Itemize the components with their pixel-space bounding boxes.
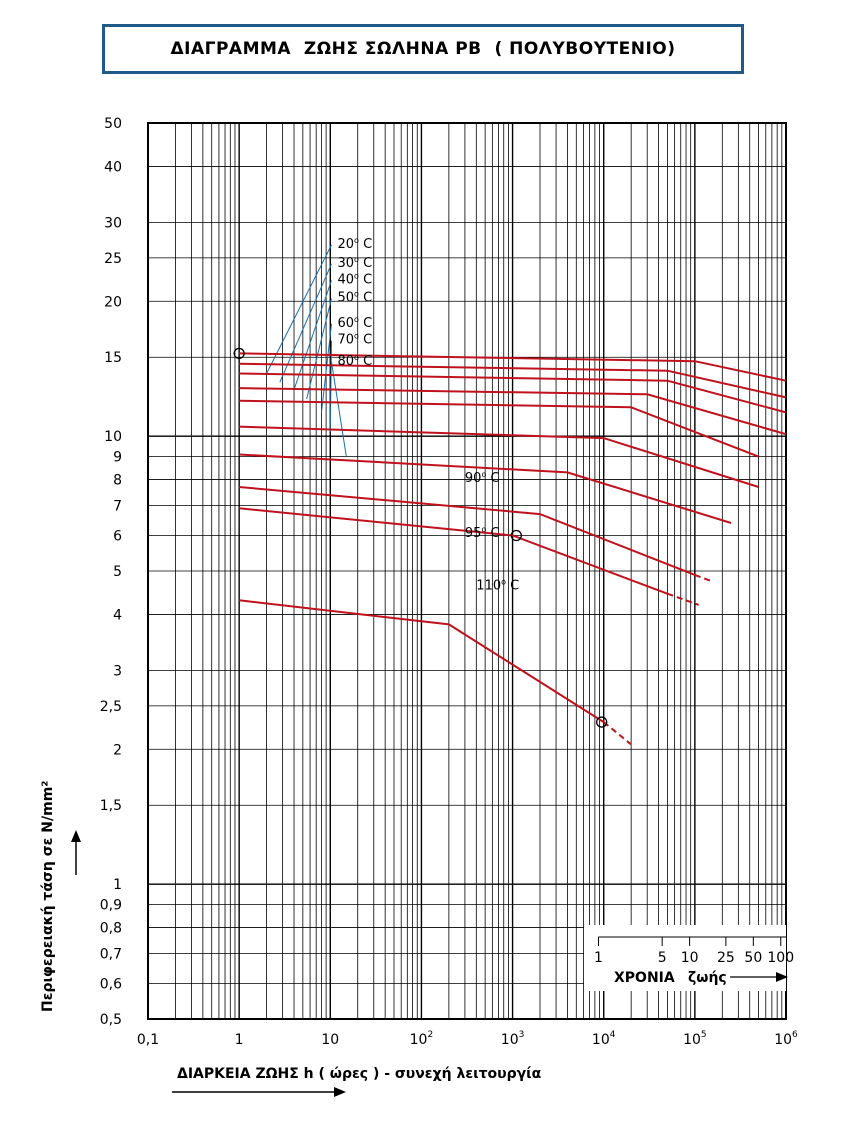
label-leader-lines [266,244,347,457]
x-tick-label: 0,1 [137,1032,159,1048]
y-tick-label: 0,7 [100,947,122,963]
y-axis-arrow [71,830,81,875]
series-label: 90o C [465,470,500,486]
years-tick-label: 10 [681,950,699,966]
years-arrow-head [776,972,788,982]
y-tick-label: 0,9 [100,898,122,914]
x-axis-arrow [172,1087,346,1097]
y-tick-label: 0,8 [100,921,122,937]
years-box-bg [584,925,786,991]
curve-extrapolation [667,592,699,606]
curve-markers [233,347,608,728]
x-tick-labels: 0,1 1 10 102 103 104 105 106 [137,1030,798,1048]
y-tick-labels: 50 40 30 25 20 15 10 9 8 7 6 5 4 3 2,5 2 1,5 1 0,9 0,8 0,7 0,… [100,116,122,1028]
y-tick-label: 40 [104,159,122,175]
series-label: 40o C [338,271,373,287]
minor-gridlines [148,123,786,1019]
curve-marker [233,347,245,360]
plot-frame [147,122,787,1020]
chart-title: ΔΙΑΓΡΑΜΜΑ ΖΩΗΣ ΣΩΛΗΝΑ PB ( ΠΟΛΥΒΟΥΤΕΝΙΟ) [170,39,675,59]
x-tick-label: 105 [683,1030,707,1048]
years-tick-label: 1 [594,950,603,966]
x-tick-label: 1 [235,1032,244,1048]
years-tick-label: 100 [767,950,794,966]
series-label: 80o C [338,353,373,369]
leader-line [331,361,347,457]
years-label-b: ζωής [688,970,727,986]
series-label: 50o C [338,289,373,305]
x-tick-label: 104 [592,1030,616,1048]
leader-line [306,298,332,400]
series-label: 60o C [338,315,373,331]
y-tick-label: 9 [113,450,122,466]
curve-marker [596,716,608,728]
x-tick-label: 106 [774,1030,798,1048]
x-tick-label: 103 [501,1030,525,1048]
y-tick-label: 2,5 [100,699,122,715]
y-tick-label: 0,5 [100,1012,122,1028]
curve-extrapolation [603,721,632,746]
years-tick-label: 5 [658,950,667,966]
y-tick-label: 25 [104,251,122,267]
series-label: 70o C [338,332,373,348]
curve-line [239,387,787,436]
x-tick-label: 10 [321,1032,339,1048]
y-tick-label: 8 [113,473,122,489]
leader-line [266,244,332,374]
y-tick-label: 1 [113,877,122,893]
years-axis-box: 1 5 10 25 50 100 ΧΡΟΝΙΑ ζωής [584,925,794,991]
curve-line [239,507,668,595]
curve-line [239,372,787,414]
curve-line [239,425,759,488]
y-tick-label: 2 [113,742,122,758]
y-tick-label: 20 [104,294,122,310]
series-label: 20o C [338,236,373,252]
y-tick-label: 50 [104,116,122,132]
leader-line [279,263,332,383]
chart-title-suffix: ( ΠΟΛΥΒΟΥΤΕΝΙΟ) [494,39,676,59]
curve-line [238,599,605,723]
y-tick-label: 10 [104,429,122,445]
y-tick-label: 5 [113,564,122,580]
y-tick-label: 30 [104,215,122,231]
y-axis-label: Περιφερειακή τάση σε N/mm² [40,781,56,1012]
curve-line [239,453,732,524]
series-label: 110o C [476,577,519,593]
y-tick-label: 1,5 [100,798,122,814]
chart-title-material: PB [455,39,482,59]
y-tick-label: 15 [104,350,122,366]
y-tick-label: 3 [113,663,122,679]
leader-line [320,323,332,413]
leader-line [293,280,332,390]
chart-title-box: ΔΙΑΓΡΑΜΜΑ ΖΩΗΣ ΣΩΛΗΝΑ PB ( ΠΟΛΥΒΟΥΤΕΝΙΟ) [102,24,744,74]
curve-extrapolation [694,573,712,582]
y-tick-label: 0,6 [100,977,122,993]
years-label-a: ΧΡΟΝΙΑ [614,970,675,986]
y-tick-label: 7 [113,499,122,515]
chart-title-text: ΔΙΑΓΡΑΜΜΑ ΖΩΗΣ ΣΩΛΗΝΑ [170,39,449,59]
curve-line [239,362,787,399]
series-label: 30o C [338,255,373,271]
series-label: 95o C [465,525,500,541]
x-axis-label: ΔΙΑΡΚΕΙΑ ΖΩΗΣ h ( ώρες ) - συνεχή λειτου… [177,1066,542,1082]
years-tick-label: 50 [744,950,762,966]
y-tick-label: 4 [113,607,122,623]
y-tick-label: 6 [113,529,122,545]
curve-marker [510,529,522,542]
stress-curves [238,352,787,746]
curve-line [239,399,759,458]
x-tick-label: 102 [410,1030,434,1048]
curve-line [239,352,787,382]
years-tick-label: 25 [717,950,735,966]
curve-line [239,486,696,576]
